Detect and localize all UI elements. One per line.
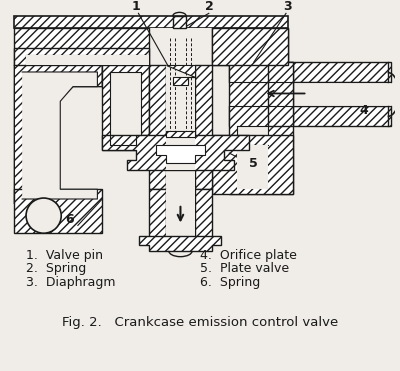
Polygon shape: [14, 47, 149, 65]
Polygon shape: [22, 72, 97, 199]
Polygon shape: [26, 55, 149, 65]
Text: 6: 6: [65, 213, 74, 226]
Polygon shape: [149, 189, 166, 238]
Polygon shape: [229, 62, 390, 82]
Polygon shape: [268, 62, 293, 126]
Circle shape: [26, 198, 61, 233]
Text: 1: 1: [132, 0, 140, 13]
Text: 3: 3: [283, 0, 292, 13]
Text: 5: 5: [249, 157, 258, 170]
Text: 4.  Orifice plate: 4. Orifice plate: [200, 249, 297, 262]
Polygon shape: [149, 28, 212, 65]
Polygon shape: [14, 189, 102, 233]
Polygon shape: [212, 28, 288, 65]
Polygon shape: [166, 189, 195, 238]
Polygon shape: [14, 16, 288, 28]
Polygon shape: [166, 135, 195, 170]
Polygon shape: [166, 131, 195, 137]
Polygon shape: [173, 16, 186, 28]
Polygon shape: [166, 65, 195, 189]
Text: 2.  Spring: 2. Spring: [26, 262, 86, 275]
Polygon shape: [212, 135, 293, 194]
Polygon shape: [229, 62, 293, 194]
Polygon shape: [195, 189, 212, 238]
Polygon shape: [14, 65, 102, 204]
Polygon shape: [229, 106, 390, 126]
Text: 6.  Spring: 6. Spring: [200, 276, 260, 289]
Text: 5.  Plate valve: 5. Plate valve: [200, 262, 289, 275]
Text: 3.  Diaphragm: 3. Diaphragm: [26, 276, 116, 289]
Polygon shape: [229, 82, 390, 106]
Polygon shape: [166, 65, 195, 85]
Polygon shape: [156, 145, 205, 163]
Polygon shape: [237, 126, 268, 189]
Text: 1.  Valve pin: 1. Valve pin: [26, 249, 103, 262]
Text: 2: 2: [205, 0, 214, 13]
Polygon shape: [110, 72, 141, 145]
Polygon shape: [102, 135, 249, 170]
Polygon shape: [149, 65, 166, 189]
Polygon shape: [237, 145, 268, 189]
Text: Fig. 2.   Crankcase emission control valve: Fig. 2. Crankcase emission control valve: [62, 316, 338, 329]
Polygon shape: [140, 236, 222, 251]
Polygon shape: [14, 28, 288, 65]
Polygon shape: [102, 65, 149, 150]
Polygon shape: [195, 65, 212, 189]
Text: 4: 4: [359, 104, 368, 117]
